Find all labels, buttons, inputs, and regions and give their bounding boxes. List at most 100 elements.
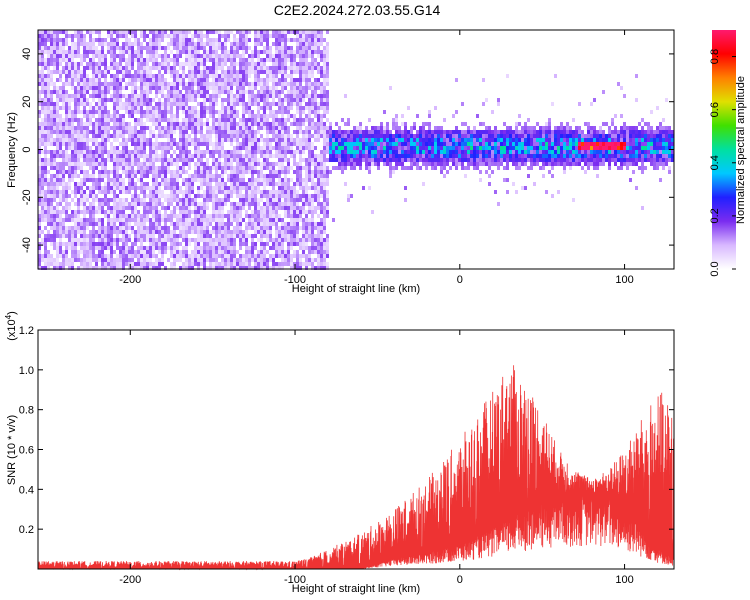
spectrogram-cell [248,114,251,118]
spectrogram-cell [74,170,77,174]
spectrogram-cell [185,170,188,174]
spectrogram-cell [176,214,179,218]
spectrogram-cell [272,154,275,158]
spectrogram-cell [233,170,236,174]
spectrogram-cell [296,242,299,246]
spectrogram-cell [206,218,209,222]
spectrogram-cell [38,178,41,182]
spectrogram-cell [143,158,146,162]
spectrogram-cell [170,162,173,166]
spectrogram-cell [41,214,44,218]
spectrogram-cell [158,214,161,218]
spectrogram-cell [284,154,287,158]
spectrogram-cell [251,202,254,206]
spectrogram-cell [53,30,56,34]
spectrogram-cell [53,122,56,126]
spectrogram-cell [119,218,122,222]
spectrogram-cell [47,250,50,254]
spectrogram-cell [242,102,245,106]
spectrogram-cell [170,130,173,134]
spectrogram-cell [248,226,251,230]
spectrogram-cell [110,150,113,154]
spectrogram-cell [317,186,320,190]
spectrogram-cell [83,90,86,94]
spectrogram-cell [170,106,173,110]
spectrogram-cell [44,50,47,54]
spectrogram-cell [323,138,326,142]
spectrogram-cell [254,242,257,246]
spectrogram-cell [167,166,170,170]
spectrogram-cell [65,138,68,142]
spectrogram-cell [236,170,239,174]
spectrogram-cell [194,82,197,86]
spectrogram-cell [92,170,95,174]
spectrogram-cell [299,238,302,242]
spectrogram-cell [308,162,311,166]
spectrogram-cell [44,254,47,258]
spectrogram-cell [62,158,65,162]
spectrogram-cell [296,38,299,42]
spectrogram-cell [101,174,104,178]
spectrogram-cell [209,214,212,218]
spectrogram-cell [242,50,245,54]
spectrogram-cell [203,222,206,226]
spectrogram-cell [101,54,104,58]
spectrogram-cell [38,194,41,198]
spectrogram-cell [113,42,116,46]
spectrogram-cell [239,194,242,198]
spectrogram-cell [110,38,113,42]
spectrogram-cell [338,126,341,130]
spectrogram-cell [299,54,302,58]
spectrogram-cell [281,166,284,170]
spectrogram-cell [299,226,302,230]
spectrogram-cell [131,34,134,38]
spectrogram-cell [269,122,272,126]
spectrogram-cell [299,210,302,214]
spectrogram-cell [164,106,167,110]
spectrogram-cell [218,150,221,154]
spectrogram-cell [308,230,311,234]
spectrogram-cell [224,194,227,198]
spectrogram-cell [158,30,161,34]
spectrogram-cell [107,210,110,214]
spectrogram-cell [278,70,281,74]
spectrogram-cell [257,178,260,182]
spectrogram-cell [221,190,224,194]
spectrogram-cell [323,58,326,62]
spectrogram-cell [263,250,266,254]
spectrogram-cell [260,98,263,102]
spectrogram-cell [125,146,128,150]
spectrogram-cell [302,118,305,122]
spectrogram-cell [209,82,212,86]
spectrogram-cell [128,134,131,138]
spectrogram-cell [266,150,269,154]
spectrogram-cell [155,198,158,202]
spectrogram-cell [125,62,128,66]
spectrogram-cell [188,142,191,146]
spectrogram-cell [95,146,98,150]
spectrogram-cell [287,46,290,50]
spectrogram-cell [89,122,92,126]
spectrogram-cell [197,250,200,254]
spectrogram-cell [77,118,80,122]
spectrogram-cell [68,94,71,98]
spectrogram-cell [74,242,77,246]
spectrogram-cell [164,50,167,54]
spectrogram-cell [227,162,230,166]
spectrogram-cell [44,62,47,66]
spectrogram-cell [320,126,323,130]
spectrogram-cell [194,238,197,242]
spectrogram-cell [233,138,236,142]
spectrogram-cell [269,182,272,186]
spectrogram-cell [41,62,44,66]
spectrogram-cell [266,78,269,82]
spectrogram-cell [296,138,299,142]
spectrogram-cell [173,158,176,162]
spectrogram-cell [134,158,137,162]
spectrogram-cell [293,154,296,158]
spectrogram-cell [296,258,299,262]
spectrogram-cell [191,42,194,46]
spectrogram-cell [89,174,92,178]
spectrogram-cell [77,210,80,214]
